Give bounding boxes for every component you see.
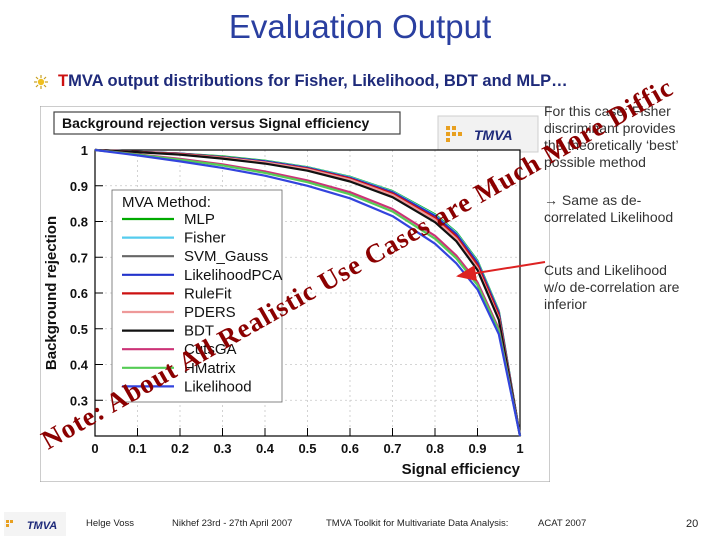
legend-box [111,189,283,403]
x-axis-label: Signal efficiency [402,461,521,478]
x-tick-label: 0.1 [128,441,146,456]
x-tick-label: 0.5 [298,441,316,456]
bullet-prefix: T [58,72,69,90]
roc-chart: Background rejection versus Signal effic… [39,105,551,483]
tmva-logo-text: TMVA [474,127,513,143]
y-tick-label: 0.5 [70,322,88,337]
x-tick-label: 0.7 [383,441,401,456]
x-tick-label: 0.8 [426,441,444,456]
legend-label: CutsGA [184,341,237,358]
footer-conference: ACAT 2007 [538,518,587,529]
legend-label: BDT [184,323,214,340]
x-tick-label: 0.2 [171,441,189,456]
side-text-same-line: → Same as de- [544,192,642,208]
x-tick-label: 0.6 [341,441,359,456]
legend-label: MLP [184,211,215,228]
legend-label: RuleFit [184,285,232,302]
x-tick-label: 0.9 [468,441,486,456]
bullet-text: TMVA output distributions for Fisher, Li… [58,72,568,91]
side-text-fisher-line: the theoretically ‘best’ [544,137,679,153]
chart-title: Background rejection versus Signal effic… [62,115,370,131]
axes-box [94,149,521,437]
series-line-hmatrix [94,148,522,437]
side-text-fisher-line: discriminant provides [544,120,676,136]
tmva-logo-dot [458,132,462,136]
y-tick-label: 0.8 [70,215,88,230]
tmva-logo-dot [446,132,450,136]
side-text-fisher-line: For this case: Fisher [544,103,671,119]
series-line-likelihood [94,148,522,437]
footer-author: Helge Voss [86,518,135,529]
x-tick-label: 0.3 [213,441,231,456]
legend-label: LikelihoodPCA [184,267,282,284]
x-tick-label: 0 [91,441,98,456]
y-tick-label: 0.3 [70,393,88,408]
sun-bullet-icon [34,74,48,89]
x-tick-label: 1 [516,441,523,456]
bullet-line: TMVA output distributions for Fisher, Li… [34,72,568,91]
page-number: 20 [686,518,699,530]
tmva-logo-dot [452,132,456,136]
legend-label: PDERS [184,304,236,321]
side-text-cuts-line: inferior [544,296,587,312]
legend-label: HMatrix [184,360,236,377]
svg-text:TMVA: TMVA [27,520,57,532]
legend-label: Likelihood [184,378,252,395]
footer-event: Nikhef 23rd - 27th April 2007 [172,518,293,529]
y-tick-label: 0.9 [70,179,88,194]
x-tick-label: 0.4 [256,441,275,456]
y-tick-label: 1 [81,143,88,158]
roc-chart-svg: Background rejection versus Signal effic… [39,105,551,483]
tmva-logo-dot [446,138,450,142]
y-tick-label: 0.7 [70,250,88,265]
y-tick-label: 0.6 [70,286,88,301]
bullet-rest: MVA output distributions for Fisher, Lik… [68,72,568,90]
slide-title: Evaluation Output [228,8,492,45]
side-text-same: → Same as de- correlated Likelihood [544,192,673,226]
tmva-footer-logo: TMVA [4,512,66,536]
y-axis-label: Background rejection [43,216,60,370]
y-tick-label: 0.4 [70,358,89,373]
chart-title-box [53,111,401,135]
legend-title: MVA Method: [122,194,211,211]
side-text-fisher: For this case: Fisher discriminant provi… [544,103,679,171]
side-text-same-line: correlated Likelihood [544,209,674,225]
side-text-cuts-line: w/o de-correlation are [544,279,680,295]
side-text-cuts: Cuts and Likelihood w/o de-correlation a… [544,262,679,313]
footer-talk: TMVA Toolkit for Multivariate Data Analy… [326,518,509,529]
legend-label: SVM_Gauss [184,248,268,265]
tmva-logo-dot [446,126,450,130]
legend-label: Fisher [184,230,226,247]
side-text-fisher-line: possible method [544,154,646,170]
side-text-cuts-line: Cuts and Likelihood [544,262,667,278]
tmva-logo-dot [452,126,456,130]
